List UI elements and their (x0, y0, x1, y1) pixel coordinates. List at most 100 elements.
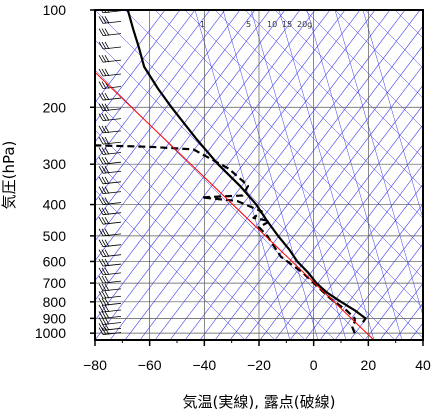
background-lines (95, 10, 423, 340)
wind-barb-flag (101, 275, 107, 284)
wind-barb-flag (98, 291, 104, 299)
wind-barb-flag (101, 267, 107, 276)
wind-barb (98, 207, 122, 216)
wind-barb-flag (98, 41, 104, 50)
wind-barb-flag (103, 10, 107, 13)
isotherm-line (199, 45, 423, 340)
wind-barb-flag (101, 207, 107, 215)
mixing-ratio-label: 15 (282, 20, 292, 29)
x-tick-label: −80 (83, 357, 107, 373)
wind-barb-flag (104, 156, 110, 165)
isotherm-line (304, 183, 423, 340)
wind-barb-flag (104, 125, 110, 134)
adiabat-line (95, 129, 306, 340)
y-tick-label: 300 (43, 156, 67, 172)
wind-barb (98, 54, 122, 63)
wind-barb (98, 258, 122, 267)
isotherm-line (229, 84, 423, 340)
mixing-ratio-line (306, 10, 403, 340)
wind-barb-flag (101, 258, 107, 267)
y-tick-label: 700 (43, 275, 67, 291)
wind-barb-flag (98, 103, 104, 111)
wind-barb-flag (98, 327, 104, 335)
isotherm-line (95, 10, 331, 321)
wind-barb-flag (101, 323, 107, 331)
wind-barb-flag (106, 10, 110, 13)
isotherm-line (95, 10, 286, 262)
temperature-line (126, 10, 367, 323)
isotherm-line (169, 10, 421, 340)
wind-barb-flag (98, 68, 104, 77)
y-tick-label: 1000 (35, 325, 66, 341)
mixing-ratio-labels: 1 5 10 15 20g (200, 20, 312, 29)
wind-barb-flag (98, 216, 104, 225)
wind-barb-flag (104, 28, 110, 36)
wind-barb-flag (101, 239, 107, 247)
isotherm-line (319, 203, 423, 340)
x-tick-label: 0 (310, 357, 318, 373)
wind-barb-flag (98, 239, 104, 247)
wind-barb-flag (98, 298, 104, 306)
wind-barb-flag (98, 197, 104, 205)
wind-barb (98, 136, 122, 145)
adiabat-line (274, 10, 423, 159)
wind-barb-flag (104, 239, 110, 247)
wind-barb-flag (104, 54, 110, 63)
isotherm-line (244, 104, 423, 340)
wind-barb-flag (98, 28, 104, 36)
wind-barb-flag (104, 323, 110, 331)
wind-barb-flag (98, 92, 104, 101)
wind-barb-flag (98, 207, 104, 215)
isotherm-line (95, 10, 181, 123)
wind-barb-flag (101, 92, 107, 101)
wind-barb (98, 68, 122, 77)
wind-barb-flag (101, 166, 107, 174)
wind-barb (98, 267, 122, 276)
wind-barb-flag (101, 81, 107, 89)
wind-barb (98, 197, 122, 205)
isotherm-line (95, 10, 211, 163)
isotherm-line (259, 124, 423, 340)
isotherm-line (95, 10, 301, 282)
wind-barb (98, 216, 122, 225)
wind-barb (98, 311, 122, 319)
wind-barb-flag (104, 298, 110, 306)
wind-barb-flag (98, 249, 104, 257)
wind-barb-flag (98, 166, 104, 174)
wind-barb-flag (101, 156, 107, 165)
isotherm-line (334, 223, 423, 340)
isotherm-line (364, 262, 423, 340)
wind-barb-flag (98, 136, 104, 145)
wind-barb-flag (98, 304, 104, 313)
isotherm-line (95, 10, 241, 202)
y-tick-label: 400 (43, 197, 67, 213)
wind-barb-flag (98, 176, 104, 184)
adiabat-line (95, 189, 246, 340)
adiabat-line (95, 99, 336, 340)
wind-barb (98, 103, 122, 112)
isotherm-line (124, 10, 376, 340)
wind-barb-flag (98, 283, 104, 292)
y-tick-label: 100 (43, 2, 67, 18)
wind-barb (98, 239, 122, 248)
mixing-ratio-label: 20g (297, 20, 312, 29)
wind-barb (98, 92, 122, 101)
wind-barb-flag (100, 10, 104, 13)
isotherm-line (95, 10, 196, 143)
wind-barb-flag (104, 186, 110, 194)
wind-barb-flag (104, 68, 110, 77)
y-tick-label: 600 (43, 253, 67, 269)
wind-barb-flag (98, 156, 104, 165)
wind-barb-flag (98, 228, 104, 237)
wind-barb-flag (104, 228, 110, 237)
wind-barb-flag (104, 317, 110, 325)
adiabat-line (95, 159, 276, 340)
wind-barb-flag (101, 216, 107, 225)
wind-barb-flag (98, 113, 104, 121)
isotherm-line (95, 10, 346, 340)
wind-barbs (98, 10, 122, 335)
wind-barb-flag (104, 207, 110, 215)
y-tick-label: 200 (43, 99, 67, 115)
